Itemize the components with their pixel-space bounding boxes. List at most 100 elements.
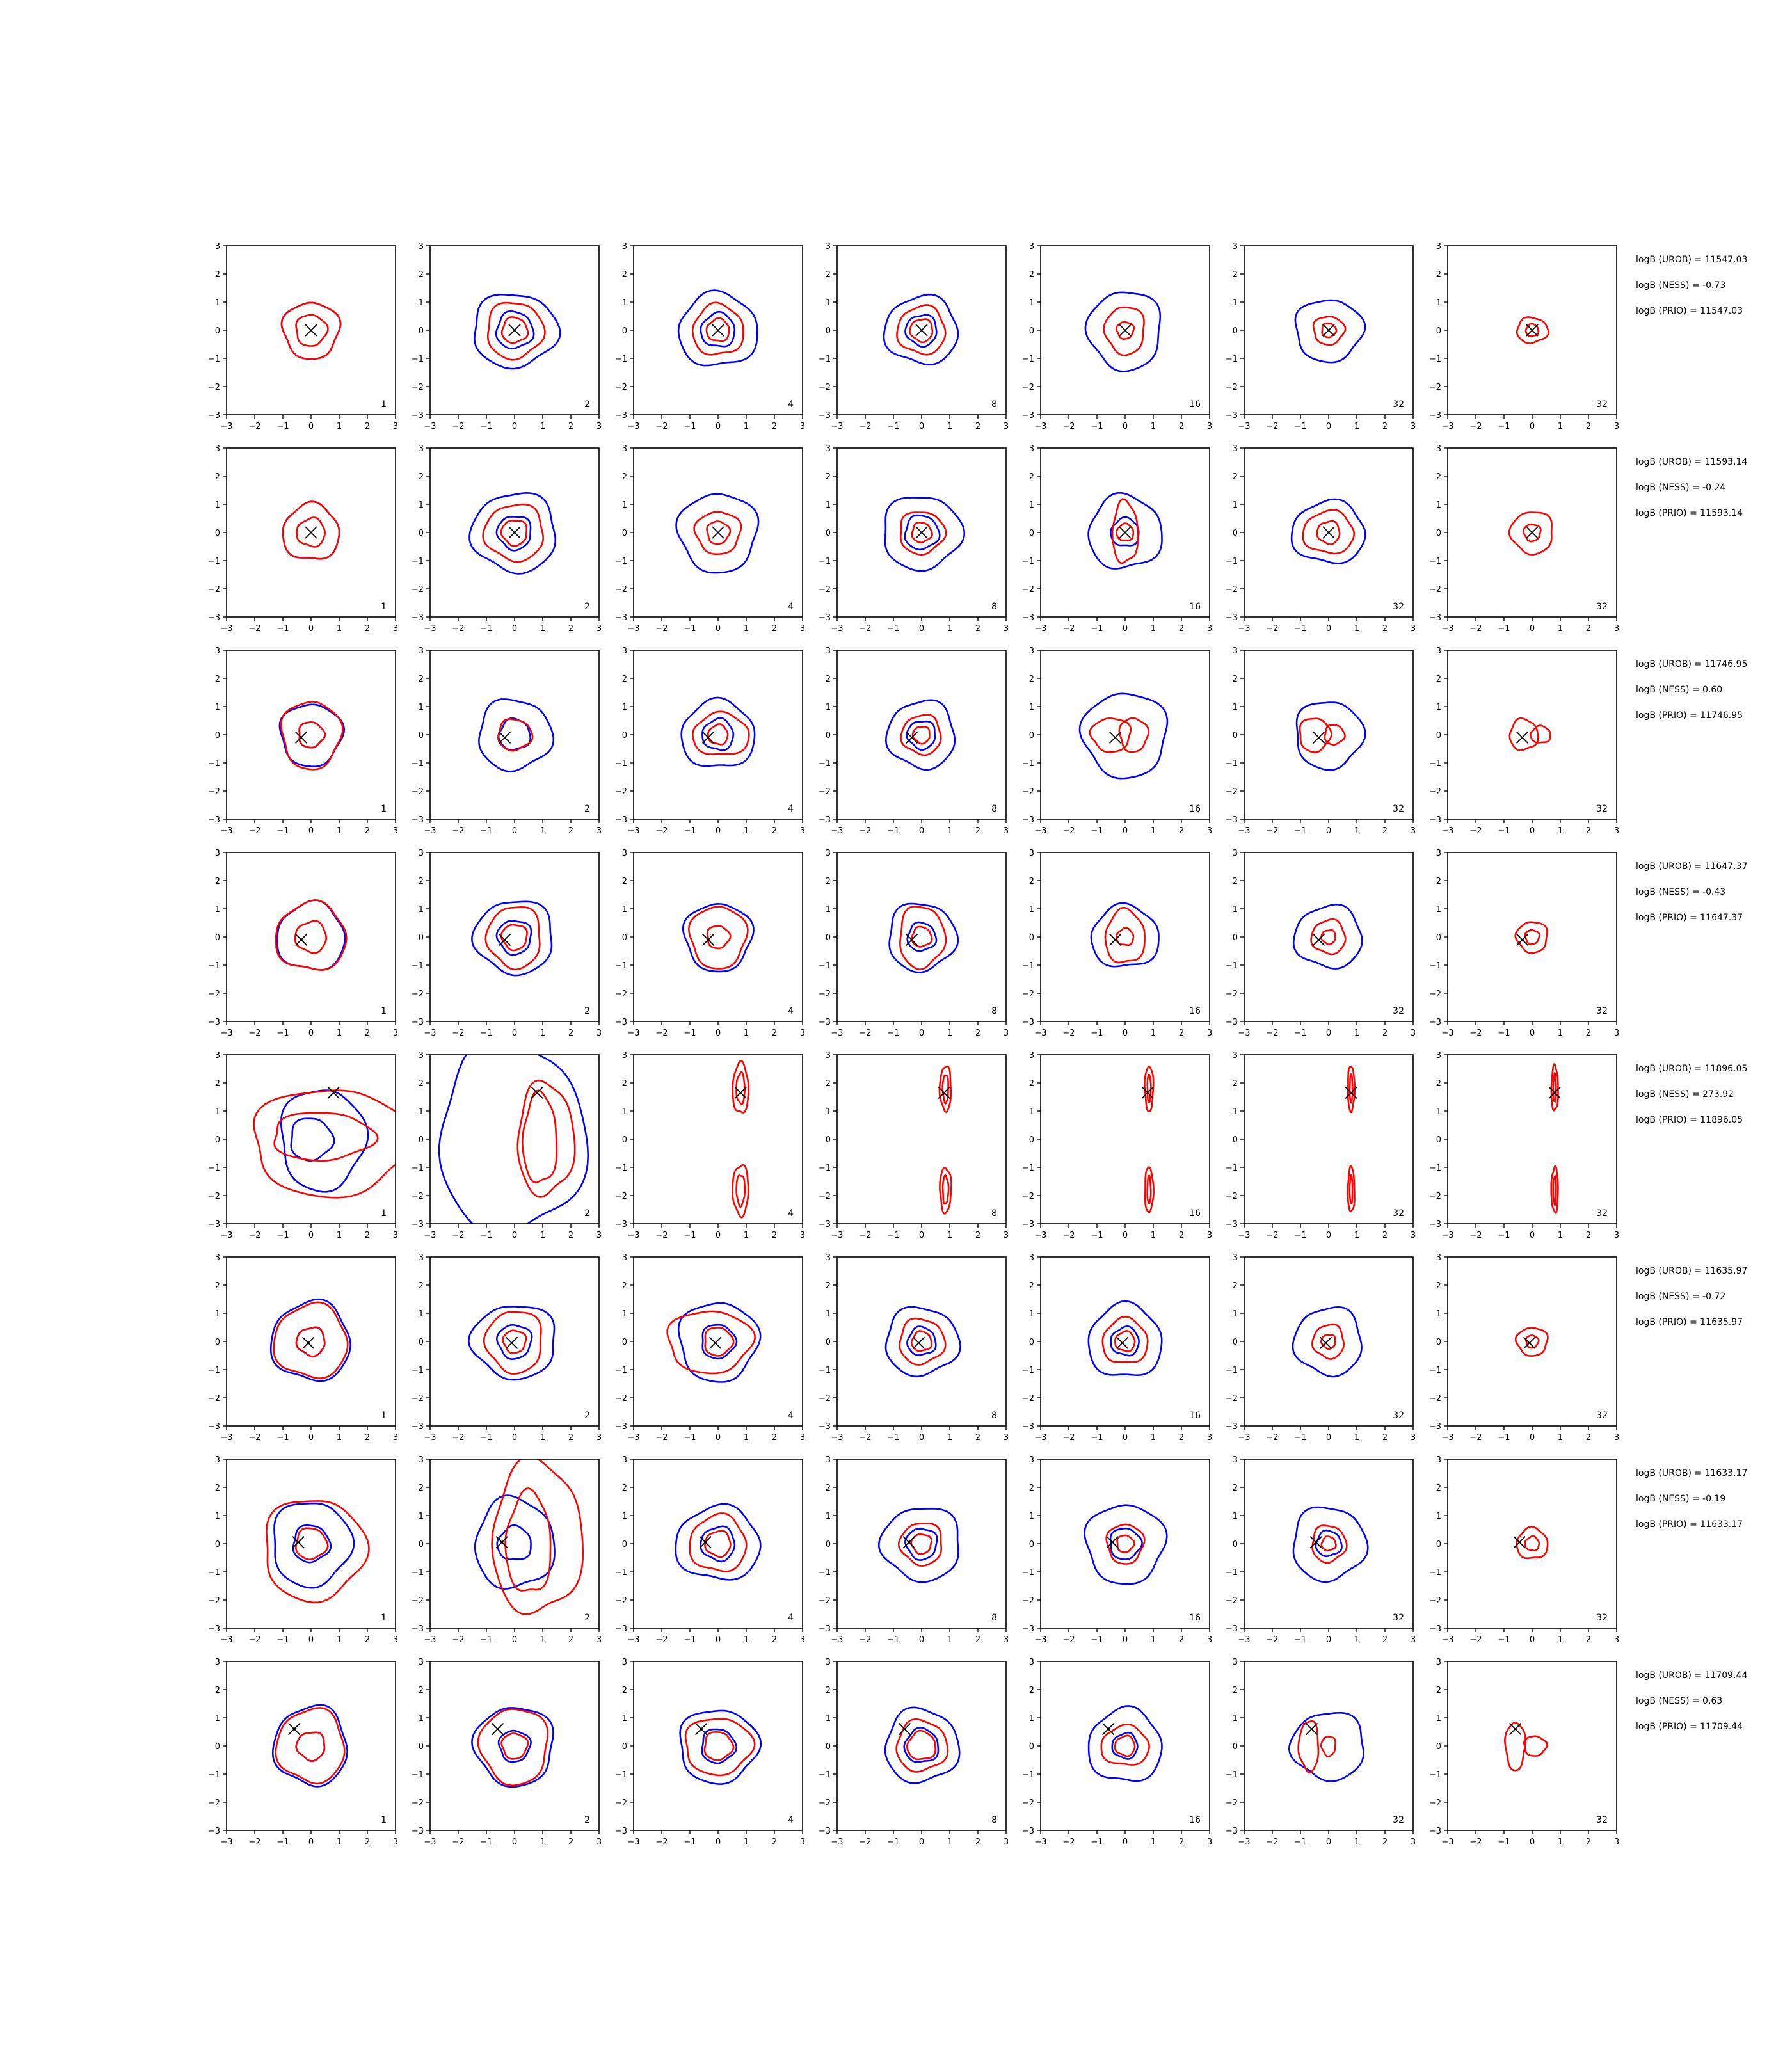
subplot-r7-c5: −3−3 −2 −2 −1 −1 0 0 1 1 2 2 3 3 16 [1022,1455,1212,1645]
red-contour [295,1731,326,1762]
x-tick-label: 3 [1004,1635,1009,1645]
x-tick-label: −2 [1266,826,1278,836]
x-tick-label: 0 [1530,1635,1535,1645]
marker-x [294,731,308,744]
x-tick-label: −1 [1498,1231,1510,1240]
blue-contour [884,699,956,771]
y-tick-label: 2 [419,472,424,482]
x-tick-label: 3 [596,1837,602,1847]
subplot-r6-c2: −3−3 −2 −2 −1 −1 0 0 1 1 2 2 3 3 2 [412,1253,602,1443]
y-tick-label: −3 [1226,613,1238,623]
y-tick-label: −2 [819,1394,831,1404]
x-tick-label: −1 [887,1433,899,1443]
marker-x [1516,731,1529,744]
y-tick-label: −2 [412,1798,424,1808]
red-contour [273,1112,379,1162]
y-tick-label: 1 [1029,1512,1034,1521]
x-tick-label: 0 [1530,422,1535,431]
y-tick-label: 3 [1233,444,1238,454]
x-tick-label: 2 [772,422,777,431]
y-tick-label: 3 [1029,444,1034,454]
y-tick-label: 0 [1029,933,1034,943]
x-tick-label: 0 [512,624,517,634]
y-tick-label: 1 [1233,703,1238,712]
x-tick-label: 3 [1411,1028,1416,1038]
subplot-r7-c7: −3−3 −2 −2 −1 −1 0 0 1 1 2 2 3 3 32 [1429,1455,1619,1645]
red-contour [1104,906,1146,964]
x-tick-label: −2 [452,624,464,634]
x-tick-label: −3 [1238,1837,1250,1847]
y-tick-label: 3 [1233,849,1238,858]
red-contour [487,301,546,361]
x-tick-label: 3 [596,826,602,836]
y-tick-label: 2 [215,270,220,280]
marker-x [1508,1722,1522,1736]
panel-number-label: 32 [1393,602,1404,612]
y-tick-label: 1 [826,1512,831,1521]
blue-contour [280,1089,369,1193]
red-contour [704,1530,732,1558]
y-tick-label: −1 [615,1164,627,1173]
x-tick-label: −3 [1441,1231,1453,1240]
x-tick-label: −2 [452,1635,464,1645]
red-contour [266,1500,370,1604]
x-tick-label: 1 [1558,422,1563,431]
y-tick-label: −3 [1226,1422,1238,1432]
x-tick-label: −2 [452,1231,464,1240]
y-tick-label: 0 [1436,529,1441,538]
x-tick-label: 2 [975,1635,980,1645]
marker-x [1322,324,1335,337]
x-tick-label: 2 [975,1837,980,1847]
x-tick-label: 3 [596,1231,602,1240]
y-tick-label: 0 [215,1135,220,1145]
y-tick-label: −3 [412,1422,424,1432]
plot-area [477,698,555,772]
y-tick-label: 2 [1029,1079,1034,1089]
panel-number-label: 32 [1393,1208,1404,1219]
subplot-r8-c6: −3−3 −2 −2 −1 −1 0 0 1 1 2 2 3 3 32 [1226,1658,1416,1847]
y-tick-label: 0 [419,326,424,336]
y-tick-label: −1 [412,1568,424,1578]
panel-number-label: 8 [991,1006,997,1016]
y-tick-label: 1 [622,500,627,510]
x-tick-label: −1 [684,1837,696,1847]
blue-contour [700,1525,736,1563]
y-tick-label: −3 [1022,411,1034,420]
x-tick-label: −2 [248,1028,260,1038]
x-tick-label: 1 [540,1837,545,1847]
y-tick-label: 3 [215,444,220,454]
x-tick-label: 3 [393,624,398,634]
y-tick-label: 2 [1233,472,1238,482]
y-tick-label: 0 [1233,731,1238,740]
y-tick-label: −1 [615,355,627,364]
y-tick-label: 2 [1436,270,1441,280]
blue-contour [904,514,941,551]
y-tick-label: −2 [615,1192,627,1201]
y-tick-label: −1 [1022,1568,1034,1578]
y-tick-label: 2 [1029,675,1034,684]
plot-area [1295,701,1366,771]
x-tick-label: −2 [1266,1837,1278,1847]
panel-number-label: 16 [1189,1613,1201,1623]
blue-contour [675,493,760,574]
y-tick-label: 0 [826,1540,831,1549]
y-tick-label: −1 [615,1770,627,1780]
y-tick-label: −1 [1429,1770,1441,1780]
y-tick-label: −2 [208,383,220,392]
y-tick-label: −2 [1429,989,1441,999]
red-contour [484,906,541,971]
y-tick-label: 0 [826,933,831,943]
blue-contour [467,1306,556,1381]
x-tick-label: 0 [919,1231,924,1240]
marker-x [902,1536,915,1549]
x-tick-label: −3 [220,1635,232,1645]
y-tick-label: 3 [1436,1455,1441,1465]
y-tick-label: 0 [1029,326,1034,336]
x-tick-label: −1 [1091,1231,1103,1240]
y-tick-label: −1 [412,1164,424,1173]
y-tick-label: 3 [1029,849,1034,858]
y-tick-label: 3 [1233,1051,1238,1060]
red-contour [1311,1524,1348,1564]
y-tick-label: 2 [215,877,220,886]
